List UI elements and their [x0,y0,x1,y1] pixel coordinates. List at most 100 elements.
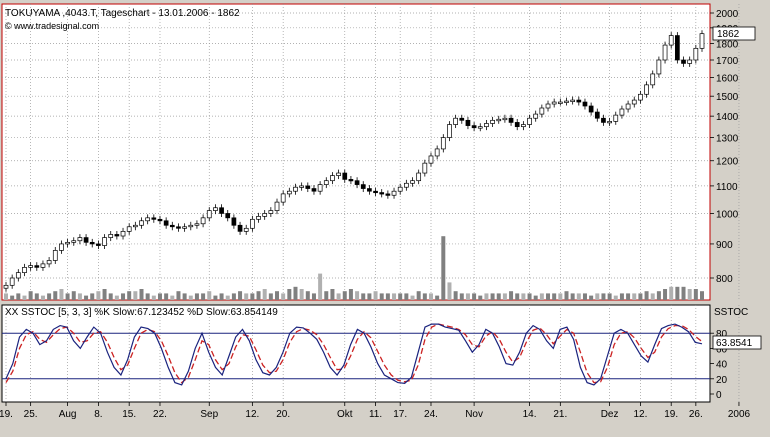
x-tick-label: 11. [369,409,382,420]
volume-bar [121,293,126,300]
x-tick-label: Nov [465,409,483,420]
volume-bar [435,295,440,300]
volume-bar [213,295,218,300]
volume-bar [281,293,286,300]
last-price-label: 1862 [717,29,740,40]
candle-body [367,188,372,192]
volume-bar [626,293,631,300]
volume-bar [201,293,206,300]
volume-bar [675,286,680,300]
candle-body [619,108,625,116]
volume-bar [157,293,162,300]
candle-body [96,243,101,246]
volume-bar [656,291,661,300]
volume-bar [496,293,501,300]
candle-body [237,224,243,232]
volume-bar [10,295,15,300]
x-axis: 19. 25. Aug 8. 15. 22. Sep 12. 20. Okt 11. 17. 24. No… [0,402,751,420]
candle-body [397,186,403,192]
volume-bar [188,295,193,300]
candle-body [262,213,268,217]
volume-bar [416,291,421,300]
volume-bar [238,291,243,300]
candle-body [662,44,668,61]
volume-bar [324,291,329,300]
volume-bar [509,291,514,300]
volume-bar [34,293,39,300]
volume-bar [170,295,175,300]
stoch-tick-label: 60 [716,344,728,355]
volume-bar [262,289,267,300]
volume-bar [385,293,390,300]
x-tick-label: Sep [200,409,218,420]
volume-bar [194,293,199,300]
candle-body [280,193,286,203]
candle-body [299,185,304,188]
candle-body [582,101,588,107]
candle-body [182,226,187,229]
volume-bar [693,289,698,300]
x-tick-label: 2006 [728,409,751,420]
x-tick-label: Aug [59,409,77,420]
candle-body [551,101,557,105]
volume-bar [318,273,323,300]
volume-bar [527,293,532,300]
candle-body [120,231,126,237]
price-tick-label: 1800 [716,39,739,50]
volume-bar [164,293,169,300]
volume-bar [256,291,261,300]
x-tick-label: 14. [523,409,537,420]
candle-body [527,117,532,125]
volume-bar [65,293,70,300]
candle-body [157,218,163,222]
volume-bar [650,293,655,300]
candle-body [151,217,157,220]
candle-body [496,118,502,122]
volume-bar [472,293,477,300]
candle-body [311,188,317,192]
volume-bar [287,289,292,300]
stoch-k-line [5,323,703,386]
candle-body [594,111,600,119]
candle-body [514,122,520,128]
volume-bar [447,282,452,300]
x-tick-label: 12. [245,409,259,420]
candle-body [459,117,465,121]
x-tick-label: Okt [337,409,353,420]
volume-bar [700,291,704,300]
candle-body [219,207,224,214]
candle-body [71,240,77,243]
candle-body [385,193,391,196]
volume-bar [595,293,600,300]
candle-body [477,126,483,129]
candle-body [3,284,9,289]
candle-body [206,210,212,219]
volume-bar [687,289,692,300]
volume-bar [589,295,594,300]
stoch-tick-label: 80 [716,329,728,340]
volume-bar [250,293,255,300]
price-chart-title: TOKUYAMA ,4043.T, Tageschart - 13.01.200… [5,8,240,19]
candle-body [416,172,422,182]
candle-body [34,265,40,268]
volume-bar [4,293,8,300]
volume-bar [459,293,464,300]
volume-bar [342,291,347,300]
volume-bar [558,293,563,300]
x-tick-label: 19. [664,409,678,420]
x-tick-label: 17. [393,409,407,420]
volume-bar [102,289,107,300]
volume-bar [601,293,606,300]
volume-bar [521,293,526,300]
candle-body [274,201,280,211]
candle-body [557,101,563,104]
volume-bar [28,291,33,300]
volume-bar [59,289,64,300]
candle-body [391,190,397,196]
volume-bars [4,236,704,300]
price-tick-label: 1100 [716,182,738,193]
candle-body [410,180,415,184]
volume-bar [330,289,335,300]
candle-body [545,103,551,109]
candle-body [601,117,606,123]
